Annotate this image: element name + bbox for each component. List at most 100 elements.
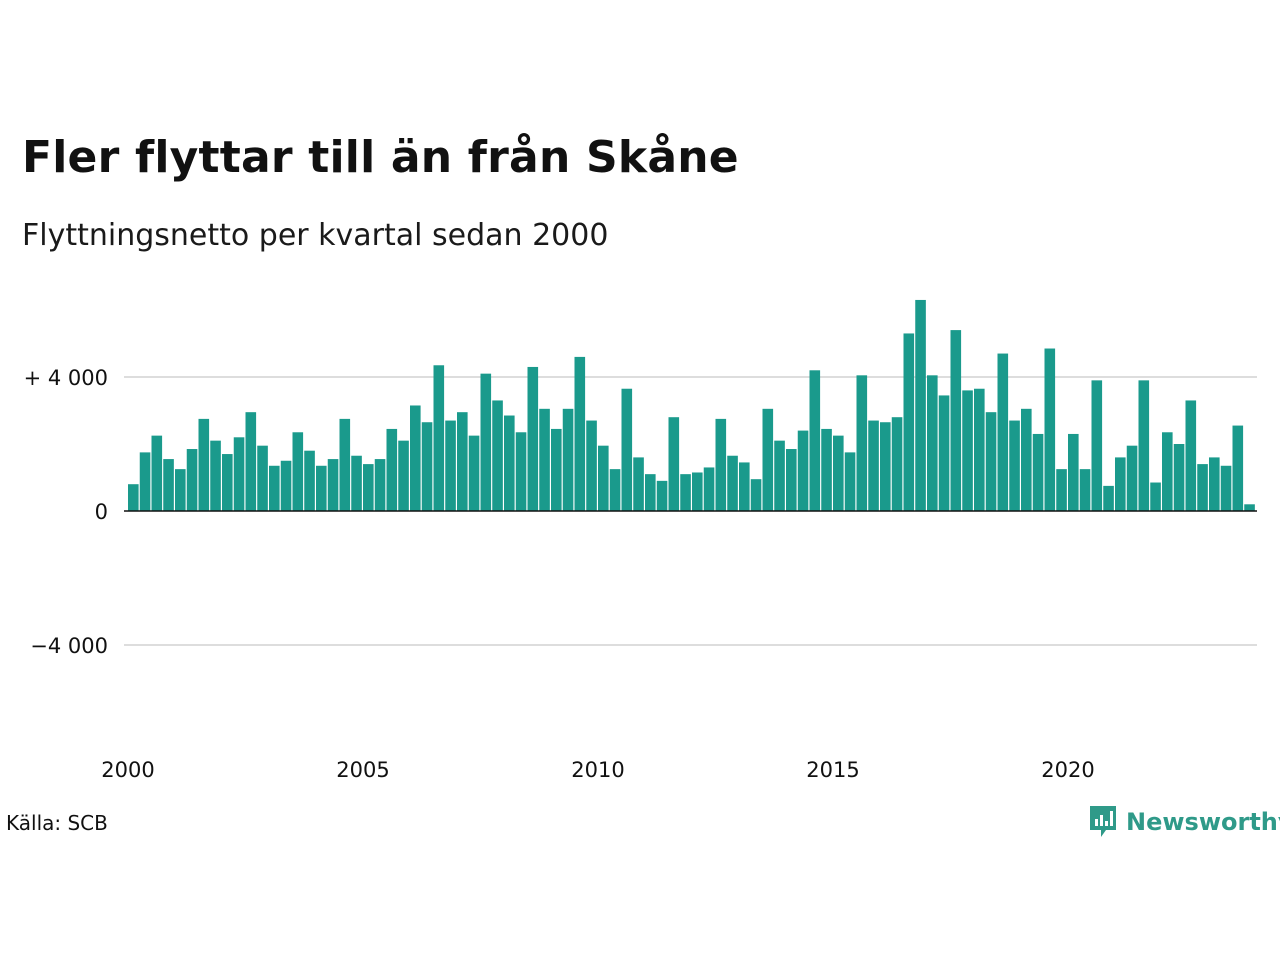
bar: 2000 Q3: 2250 [151,435,163,512]
bar: 2007 Q4: 3300 [492,400,503,511]
brand-logo[interactable]: Newsworthy [1088,804,1280,840]
x-tick-label: 2000 [101,758,154,782]
bar: 2021 Q1: 1600 [1115,457,1126,511]
bar: 2013 Q1: 1450 [739,462,750,512]
bar: 2023 Q4: 200 [1244,504,1255,511]
bar: 2007 Q2: 2250 [468,435,480,512]
bar: 2022 Q2: 2000 [1173,444,1185,511]
bar: 2019 Q4: 1250 [1056,469,1067,512]
bar: 2008 Q3: 4300 [527,366,539,511]
y-tick-label: 0 [95,500,108,524]
bar: 2006 Q2: 2650 [421,422,433,512]
bar: 2017 Q4: 3600 [962,390,973,511]
bar: 2013 Q3: 3050 [762,408,774,511]
bar: 2009 Q2: 3050 [562,408,574,511]
bar: 2011 Q1: 1100 [645,474,656,511]
bar: 2002 Q2: 2200 [233,437,245,511]
bar: 2019 Q1: 3050 [1021,408,1032,511]
bar: 2012 Q3: 2750 [715,418,727,512]
bar: 2010 Q4: 1600 [633,457,644,511]
y-tick-label: −4 000 [30,634,108,658]
bar: 2004 Q4: 1650 [351,455,362,512]
bar: 2005 Q3: 2450 [386,428,398,512]
x-tick-label: 2015 [806,758,859,782]
bar: 2014 Q4: 2450 [821,428,832,512]
bar: 2001 Q3: 2750 [198,418,210,512]
bar: 2010 Q1: 1950 [598,445,609,512]
bar: 2000 Q2: 1750 [139,452,151,512]
bar: 2012 Q2: 1300 [703,467,715,511]
bar: 2022 Q1: 2350 [1162,432,1173,511]
bar-chart: 2000 Q1: 8002000 Q2: 17502000 Q3: 225020… [24,299,1257,782]
bar: 2018 Q1: 3650 [974,388,985,512]
bar: 2018 Q2: 2950 [985,412,997,512]
bar: 2023 Q2: 1350 [1220,465,1232,511]
bar: 2018 Q4: 2700 [1009,420,1020,511]
bar: 2003 Q1: 1350 [269,465,280,511]
brand-name: Newsworthy [1126,808,1280,836]
bar: 2001 Q2: 1850 [186,449,198,511]
bar: 2014 Q1: 1850 [786,449,797,511]
bar: 2013 Q4: 2100 [774,440,785,511]
axes: + 4 000 0 −4 000 2000 2005 2010 2015 2020 [24,366,1257,782]
bar: 2014 Q3: 4200 [809,370,821,511]
bar: 2020 Q2: 1250 [1079,469,1091,512]
bar: 2021 Q2: 1950 [1126,445,1138,512]
bar: 2011 Q3: 2800 [668,417,680,511]
bar: 2000 Q1: 800 [128,484,139,511]
bar: 2019 Q2: 2300 [1032,433,1044,511]
bar: 2016 Q1: 2650 [880,422,891,512]
source-note: Källa: SCB [6,811,108,835]
bar: 2016 Q3: 5300 [903,333,915,511]
bar: 2018 Q3: 4700 [997,353,1009,511]
bar: 2006 Q4: 2700 [445,420,456,511]
bar: 2007 Q1: 2950 [457,412,468,512]
bar: 2007 Q3: 4100 [480,373,492,511]
bar: 2017 Q2: 3450 [938,395,950,512]
bar: 2005 Q2: 1550 [374,459,386,511]
bar: 2002 Q3: 2950 [245,412,257,512]
bar: 2003 Q3: 2350 [292,432,304,511]
bar: 2010 Q3: 3650 [621,388,633,512]
bar: 2013 Q2: 950 [750,479,762,512]
bar: 2008 Q2: 2350 [515,432,527,511]
bar: 2005 Q1: 1400 [363,464,374,511]
bar: 2001 Q4: 2100 [210,440,221,511]
bar: 2005 Q4: 2100 [398,440,409,511]
bar: 2004 Q3: 2750 [339,418,351,512]
bar: 2016 Q4: 6300 [915,299,926,511]
bar: 2006 Q3: 4350 [433,365,445,511]
gridlines [124,376,1257,646]
bar: 2023 Q1: 1600 [1209,457,1220,511]
bar: 2023 Q3: 2550 [1232,425,1244,511]
bar: 2002 Q4: 1950 [257,445,268,512]
bar: 2006 Q1: 3150 [410,405,421,512]
bar: 2010 Q2: 1250 [609,469,621,512]
newsworthy-bar-chart-speech-bubble-icon [1090,806,1116,837]
bar: 2017 Q1: 4050 [927,375,938,511]
bar: 2015 Q1: 2250 [833,435,844,512]
bar: 2022 Q3: 3300 [1185,400,1197,511]
bar: 2017 Q3: 5400 [950,330,962,511]
bar: 2011 Q4: 1100 [680,474,691,511]
bar: 2021 Q4: 850 [1150,482,1161,511]
bar: 2022 Q4: 1400 [1197,464,1208,511]
y-tick-label: + 4 000 [24,366,108,390]
bar: 2002 Q1: 1700 [222,454,233,511]
bar: 2003 Q4: 1800 [304,450,315,511]
bar: 2003 Q2: 1500 [280,460,292,511]
bar: 2020 Q1: 2300 [1068,433,1079,511]
bar: 2014 Q2: 2400 [797,430,809,511]
x-tick-label: 2005 [336,758,389,782]
bar: 2009 Q1: 2450 [551,428,562,512]
bar: 2021 Q3: 3900 [1138,380,1150,511]
chart-subtitle: Flyttningsnetto per kvartal sedan 2000 [22,218,609,253]
bar: 2008 Q1: 2850 [504,415,515,511]
bar: 2004 Q1: 1350 [316,465,327,511]
bar: 2019 Q3: 4850 [1044,348,1056,511]
bar: 2004 Q2: 1550 [327,459,339,511]
bar: 2000 Q4: 1550 [163,459,174,511]
bar: 2012 Q1: 1150 [692,472,703,512]
bar: 2001 Q1: 1250 [175,469,186,512]
bar: 2015 Q2: 1750 [844,452,856,512]
